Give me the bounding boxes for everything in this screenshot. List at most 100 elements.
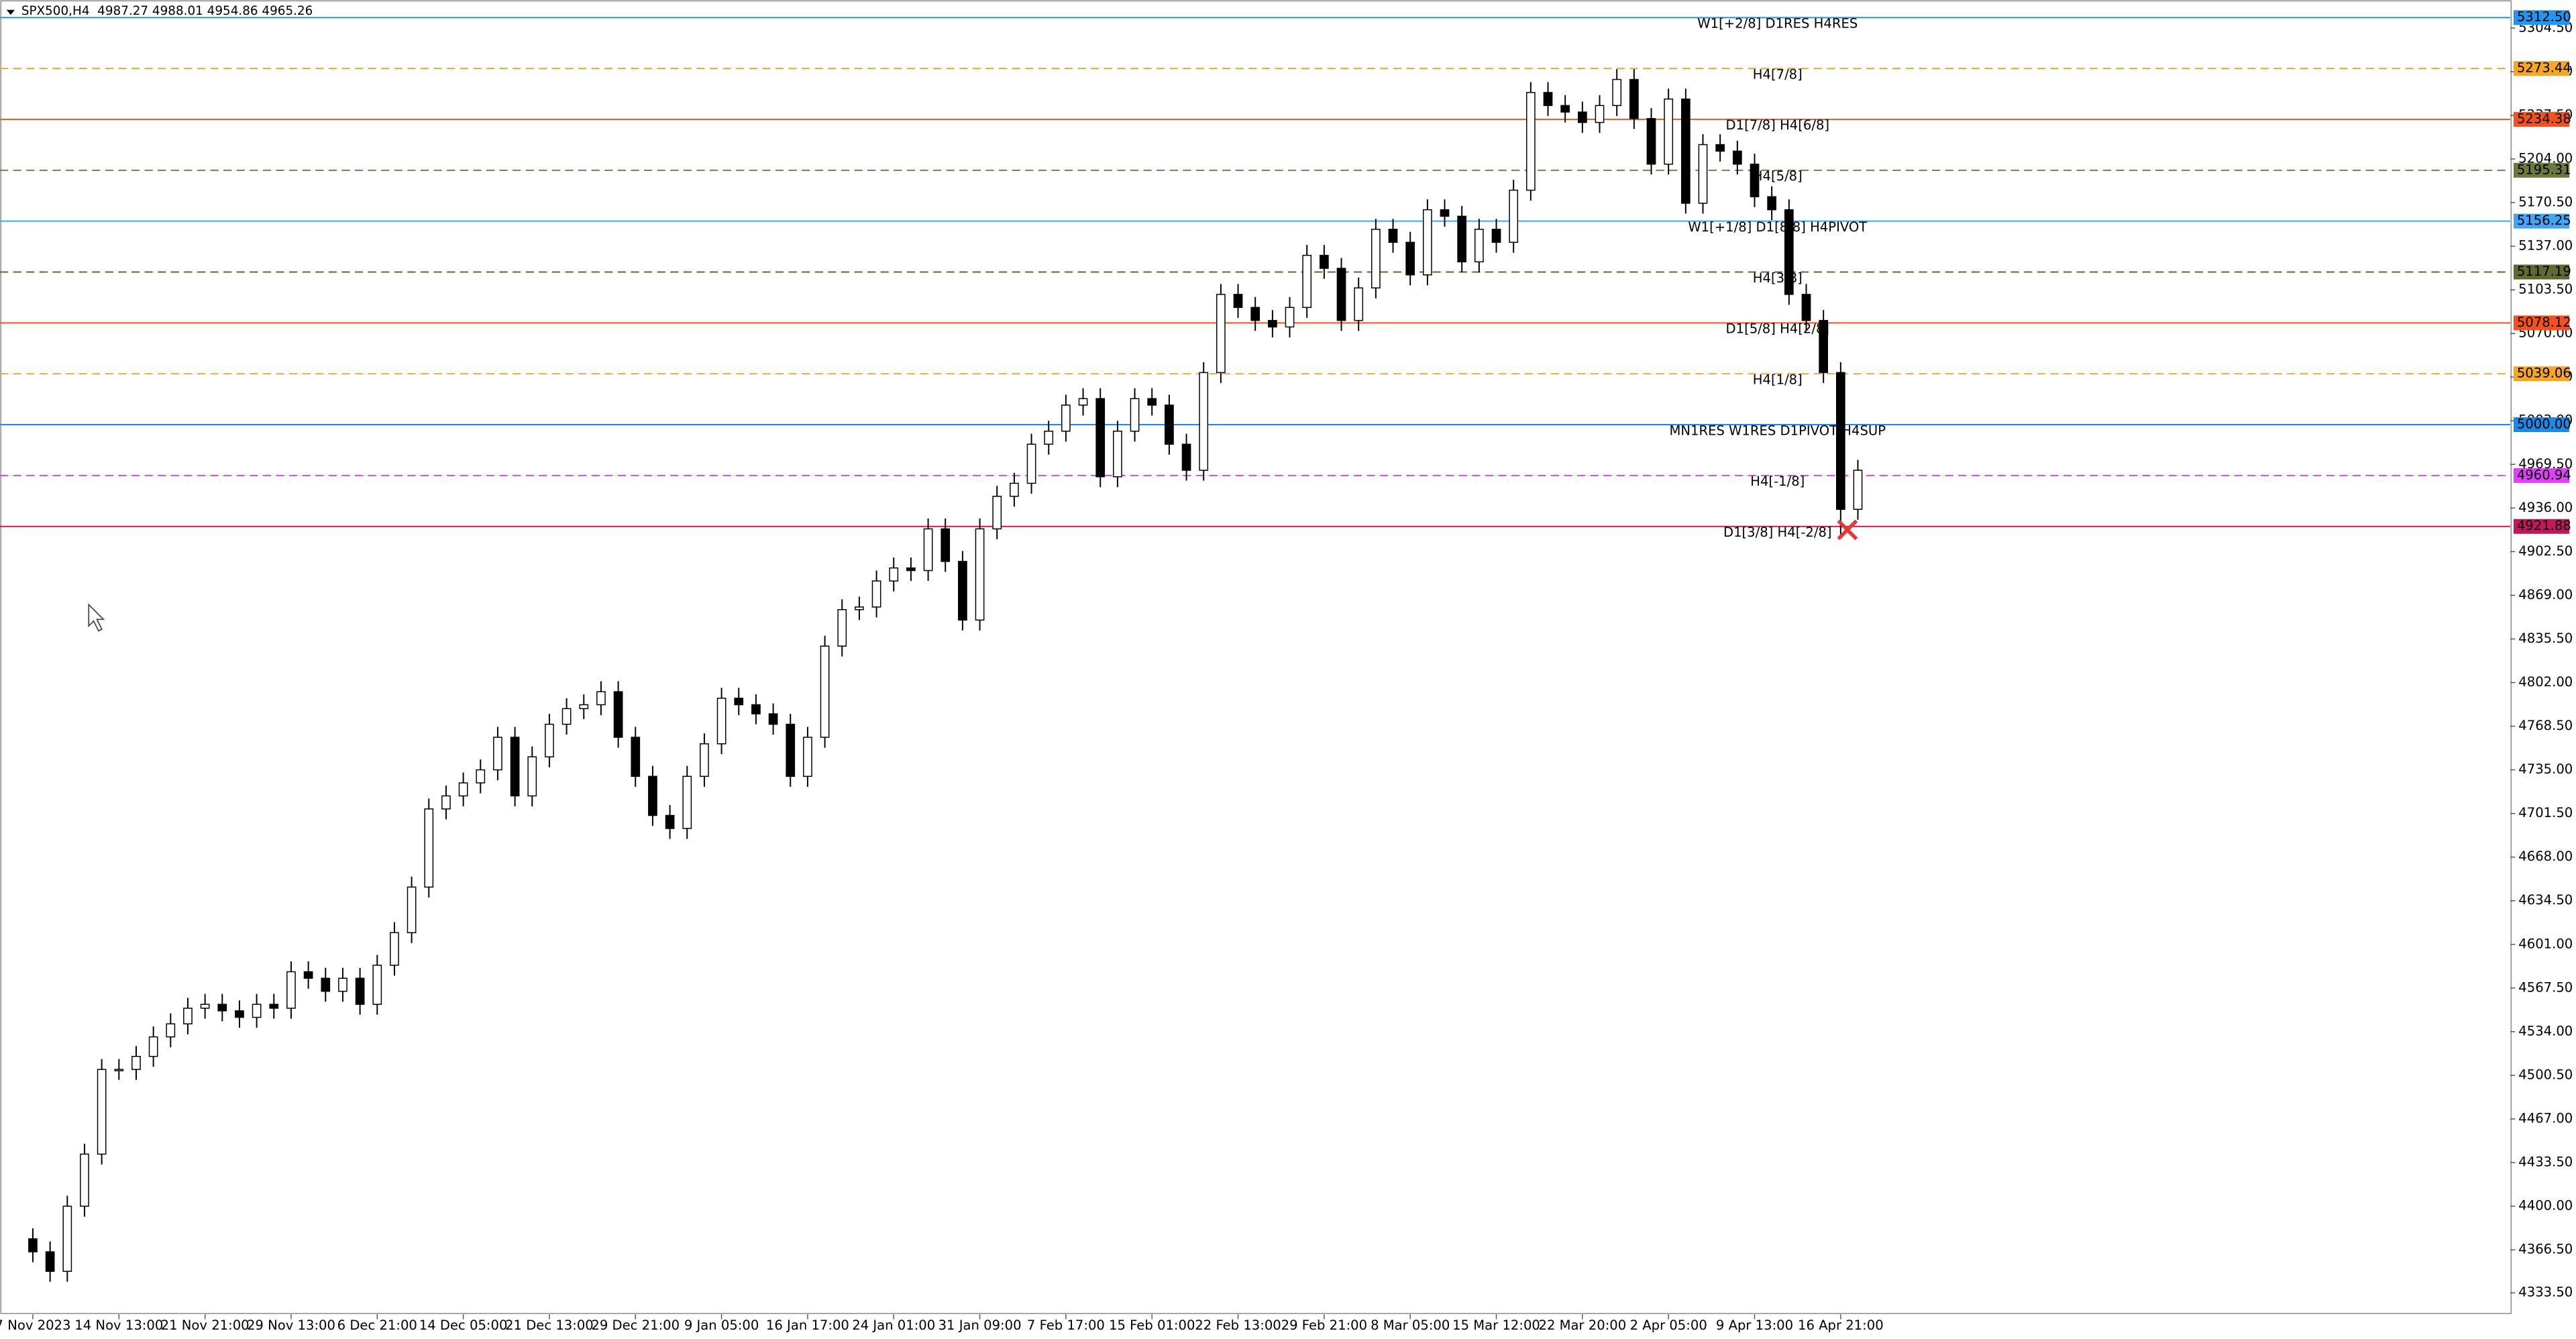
level-badge xyxy=(2513,315,2570,331)
x-tick-label: 29 Dec 21:00 xyxy=(591,1318,680,1333)
level-value: 5273.44 xyxy=(2517,60,2571,76)
x-tick-label: 22 Mar 20:00 xyxy=(1538,1318,1626,1333)
x-tick-label: 15 Mar 12:00 xyxy=(1452,1318,1540,1333)
candle-body xyxy=(700,743,709,778)
candle-body xyxy=(768,713,778,725)
candle-body xyxy=(906,567,916,572)
level-badge xyxy=(2513,213,2570,229)
candle-body xyxy=(1732,150,1742,165)
level-badge xyxy=(2513,417,2570,433)
y-tick-label: 4869.00 xyxy=(2518,587,2573,602)
candle-body xyxy=(1199,372,1209,471)
level-value: 5312.50 xyxy=(2517,9,2571,25)
candle-body xyxy=(1371,229,1381,288)
candle-body xyxy=(28,1238,38,1252)
y-tick-label: 4534.00 xyxy=(2518,1023,2573,1038)
level-value: 5195.31 xyxy=(2517,162,2571,177)
candle-body xyxy=(975,528,985,621)
menu-arrow[interactable] xyxy=(6,9,15,15)
candle-body xyxy=(1285,307,1295,328)
x-tick-label: 15 Feb 01:00 xyxy=(1109,1318,1195,1333)
x-tick-label: 21 Dec 13:00 xyxy=(505,1318,594,1333)
candle-body xyxy=(1509,189,1519,243)
candle-body xyxy=(1457,215,1467,263)
y-tick-label: 5137.00 xyxy=(2518,238,2573,254)
candle-body xyxy=(166,1023,176,1038)
level-label: H4[-1/8] xyxy=(1750,474,1805,489)
level-badge xyxy=(2513,366,2570,382)
candle-body xyxy=(510,737,520,797)
candle-body xyxy=(217,1004,227,1012)
x-tick-label: 31 Jan 09:00 xyxy=(938,1318,1022,1333)
candle-body xyxy=(286,971,296,1009)
level-label: H4[1/8] xyxy=(1753,372,1803,387)
y-tick-label: 4701.50 xyxy=(2518,805,2573,820)
candle-body xyxy=(579,704,589,710)
x-tick-label: 21 Nov 21:00 xyxy=(161,1318,250,1333)
x-tick-label: 22 Feb 13:00 xyxy=(1195,1318,1281,1333)
candle-body xyxy=(631,737,641,778)
level-value: 5117.19 xyxy=(2517,264,2571,279)
level-value: 4960.94 xyxy=(2517,467,2571,482)
level-badge xyxy=(2513,468,2570,483)
candle-body xyxy=(80,1153,89,1207)
candle-body xyxy=(183,1008,193,1024)
level-badge xyxy=(2513,61,2570,76)
candle-body xyxy=(734,698,744,706)
level-value: 5078.12 xyxy=(2517,315,2571,330)
candle-body xyxy=(751,704,761,714)
candle-body xyxy=(820,645,830,738)
candle-body xyxy=(1336,268,1346,321)
candle-body xyxy=(1612,78,1622,107)
y-tick-label: 4668.00 xyxy=(2518,849,2573,864)
x-tick-label: 29 Nov 13:00 xyxy=(247,1318,335,1333)
candle-body xyxy=(561,708,572,725)
candle-body xyxy=(458,782,468,797)
candle-body xyxy=(97,1069,107,1155)
y-tick-label: 5204.00 xyxy=(2518,150,2573,166)
candle-body xyxy=(1801,294,1811,321)
candle-body xyxy=(1526,92,1536,191)
candle-body xyxy=(1095,398,1106,478)
candle-body xyxy=(148,1036,158,1057)
level-value: 5000.00 xyxy=(2517,417,2571,432)
y-tick-label: 4567.50 xyxy=(2518,979,2573,995)
y-tick-label: 4902.50 xyxy=(2518,543,2573,559)
candle-body xyxy=(1302,254,1312,309)
candle-body xyxy=(992,496,1002,530)
candle-body xyxy=(1629,78,1639,119)
level-label: D1[5/8] H4[2/8] xyxy=(1726,321,1830,337)
x-tick-label: 6 Dec 21:00 xyxy=(337,1318,417,1333)
candle-body xyxy=(424,808,434,888)
y-tick-label: 4467.00 xyxy=(2518,1110,2573,1126)
candle-body xyxy=(803,737,812,778)
level-badge xyxy=(2513,10,2570,25)
candle-body xyxy=(131,1056,141,1070)
candle-body xyxy=(1181,443,1191,471)
candle-body xyxy=(1784,209,1794,295)
level-value: 5156.25 xyxy=(2517,213,2571,228)
candle-body xyxy=(338,977,347,992)
level-label: H4[3/8] xyxy=(1753,270,1803,286)
candle-body xyxy=(1680,98,1690,204)
candle-body xyxy=(1405,242,1415,276)
level-label: W1[+2/8] D1RES H4RES xyxy=(1697,16,1858,32)
x-tick-label: 14 Nov 13:00 xyxy=(74,1318,163,1333)
sell-marker xyxy=(1837,519,1858,541)
candle-body xyxy=(941,528,951,562)
y-tick-label: 4333.50 xyxy=(2518,1285,2573,1300)
candle-body xyxy=(441,795,451,810)
level-label: D1[7/8] H4[6/8] xyxy=(1726,117,1830,133)
level-label: H4[5/8] xyxy=(1753,168,1803,184)
level-value: 4921.88 xyxy=(2517,518,2571,533)
candle-body xyxy=(1474,229,1484,263)
y-tick-label: 4969.50 xyxy=(2518,456,2573,472)
candle-body xyxy=(252,1004,262,1018)
candle-body xyxy=(1216,294,1226,374)
candle-body xyxy=(1061,405,1071,432)
candle-body xyxy=(648,775,657,816)
candle-body xyxy=(355,977,365,1005)
candle-body xyxy=(1560,105,1570,113)
y-tick-label: 4601.00 xyxy=(2518,936,2573,951)
